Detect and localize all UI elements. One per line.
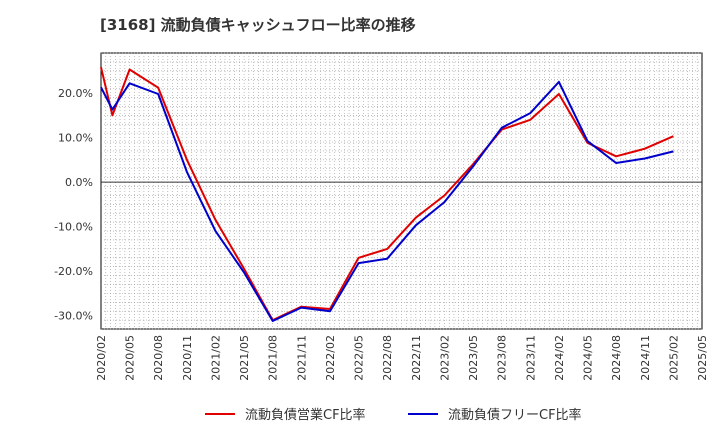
x-tick-label: 2022/08 <box>381 335 394 381</box>
series-line <box>100 80 674 322</box>
x-tick-label: 2023/11 <box>524 335 537 381</box>
y-tick-label: 20.0% <box>58 87 93 100</box>
x-tick-label: 2023/05 <box>467 335 480 381</box>
y-axis: 20.0% 10.0% 0.0% -10.0% -20.0% -30.0% <box>54 87 93 323</box>
x-tick-label: 2021/02 <box>209 335 222 381</box>
x-tick-label: 2023/08 <box>496 335 509 381</box>
y-tick-label: -30.0% <box>54 310 93 323</box>
legend-label: 流動負債営業CF比率 <box>245 407 366 423</box>
x-tick-label: 2020/11 <box>181 335 194 381</box>
x-tick-label: 2021/08 <box>267 335 280 381</box>
x-tick-label: 2024/05 <box>582 335 595 381</box>
legend: 流動負債営業CF比率 流動負債フリーCF比率 <box>205 407 582 423</box>
series-group <box>100 66 674 322</box>
x-tick-label: 2022/02 <box>324 335 337 381</box>
x-tick-label: 2021/11 <box>295 335 308 381</box>
x-tick-label: 2024/11 <box>639 335 652 381</box>
chart-title: [3168] 流動負債キャッシュフロー比率の推移 <box>100 16 416 34</box>
x-tick-label: 2021/05 <box>238 335 251 381</box>
x-tick-label: 2025/02 <box>667 335 680 381</box>
x-tick-label: 2024/02 <box>553 335 566 381</box>
series-line <box>100 66 674 322</box>
y-tick-label: -10.0% <box>54 221 93 234</box>
x-tick-label: 2022/05 <box>353 335 366 381</box>
x-tick-label: 2022/11 <box>410 335 423 381</box>
x-tick-label: 2020/05 <box>124 335 137 381</box>
x-tick-label: 2020/08 <box>152 335 165 381</box>
x-axis: 2020/02 2020/05 2020/08 2020/11 2021/02 2021/… <box>95 335 709 381</box>
x-tick-label: 2020/02 <box>95 335 108 381</box>
legend-label: 流動負債フリーCF比率 <box>448 407 582 423</box>
y-tick-label: -20.0% <box>54 265 93 278</box>
x-tick-label: 2023/02 <box>438 335 451 381</box>
y-tick-label: 10.0% <box>58 132 93 145</box>
x-tick-label: 2024/08 <box>610 335 623 381</box>
y-tick-label: 0.0% <box>65 176 93 189</box>
x-tick-label: 2025/05 <box>696 335 709 381</box>
